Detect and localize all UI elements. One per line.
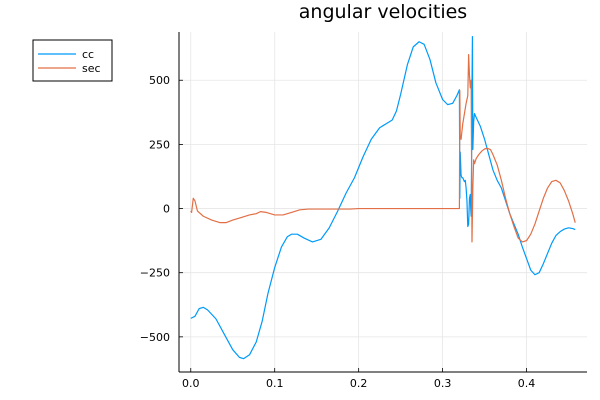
x-tick-label: 0.3 bbox=[434, 377, 452, 390]
legend: cc sec bbox=[32, 39, 113, 82]
grid bbox=[179, 32, 587, 372]
y-tick-label: −250 bbox=[140, 267, 170, 280]
x-tick-label: 0.0 bbox=[182, 377, 200, 390]
axes bbox=[178, 32, 587, 373]
y-tick-label: 250 bbox=[149, 138, 170, 151]
legend-label-cc: cc bbox=[82, 48, 94, 61]
series-group bbox=[190, 36, 576, 360]
y-tick-label: −500 bbox=[140, 331, 170, 344]
x-tick-label: 0.2 bbox=[350, 377, 368, 390]
series-line-cc bbox=[190, 36, 576, 360]
legend-label-sec: sec bbox=[82, 62, 101, 75]
y-tick-label: 0 bbox=[163, 203, 170, 216]
tick-labels: 0.0 0.1 0.2 0.3 0.4 −500 −250 0 250 500 bbox=[140, 74, 536, 390]
series-line-sec bbox=[190, 53, 576, 243]
legend-box bbox=[32, 39, 113, 82]
y-tick-label: 500 bbox=[149, 74, 170, 87]
chart-title: angular velocities bbox=[299, 1, 467, 23]
x-tick-label: 0.1 bbox=[266, 377, 284, 390]
x-tick-label: 0.4 bbox=[518, 377, 536, 390]
